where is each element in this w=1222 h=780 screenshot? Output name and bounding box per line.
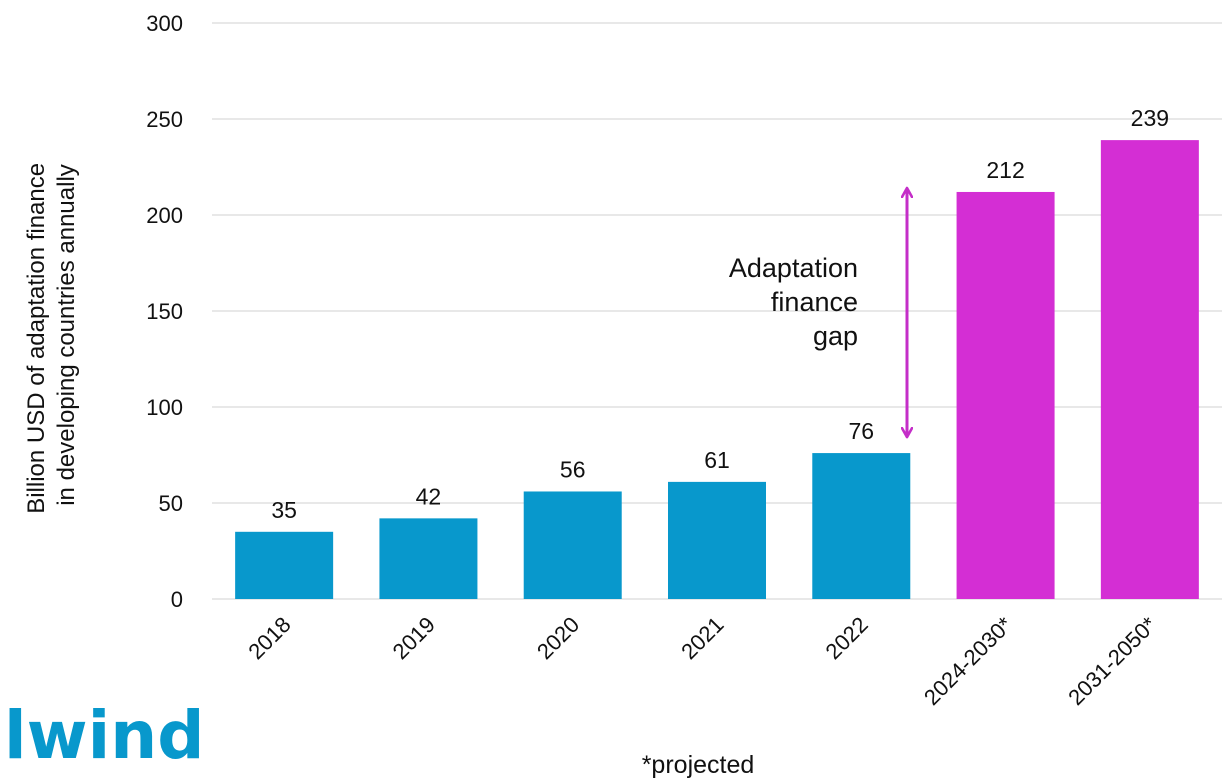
data-label: 61 [704,447,730,473]
bar [668,481,766,599]
y-tick-label: 250 [146,107,183,132]
annotation-line-1: Adaptation [729,253,858,283]
x-tick-label: 2020 [532,612,584,664]
y-axis-label-line-2: in developing countries annually [53,164,80,506]
bars [235,140,1199,599]
x-tick-label: 2022 [821,612,873,664]
lwind-logo: lwind [4,697,204,774]
x-tick-label: 2021 [676,612,728,664]
y-tick-label: 100 [146,395,183,420]
y-axis-label-line-1: Billion USD of adaptation finance [23,163,50,514]
data-label: 56 [560,456,586,482]
gridlines [212,22,1222,600]
bar [956,191,1055,599]
finance-gap-annotation: Adaptation finance gap [729,188,907,437]
bar [235,531,334,599]
data-label: 239 [1131,105,1169,131]
bar [379,518,478,599]
y-axis-label: Billion USD of adaptation finance in dev… [23,156,80,514]
annotation-line-3: gap [813,321,858,351]
data-label: 212 [986,157,1024,183]
data-labels: 35 42 56 61 76 212 239 [271,105,1169,523]
data-label: 42 [416,483,442,509]
x-tick-label: 2018 [243,612,295,664]
y-axis-ticks: 0 50 100 150 200 250 300 [146,11,183,612]
bar [523,491,622,599]
y-tick-label: 0 [171,587,183,612]
bar [1100,140,1199,599]
x-axis-ticks: 2018 2019 2020 2021 2022 2024-2030* 2031-2050* [243,612,1161,710]
y-tick-label: 150 [146,299,183,324]
projected-footnote: *projected [642,751,755,779]
data-label: 76 [848,418,874,444]
x-tick-label: 2019 [388,612,440,664]
y-tick-label: 200 [146,203,183,228]
y-tick-label: 50 [159,491,183,516]
data-label: 35 [271,497,297,523]
x-tick-label: 2031-2050* [1063,612,1161,710]
bar [812,453,911,599]
annotation-line-2: finance [771,287,858,317]
x-tick-label: 2024-2030* [919,612,1017,710]
y-tick-label: 300 [146,11,183,36]
